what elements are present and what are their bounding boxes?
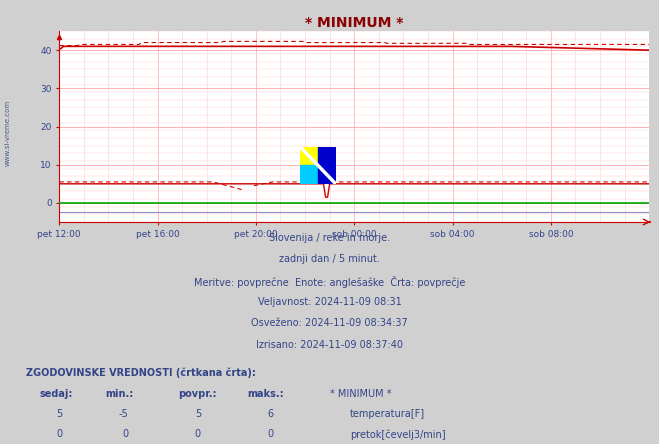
Bar (300, 166, 318, 184)
Text: Meritve: povprečne  Enote: anglešaške  Črta: povprečje: Meritve: povprečne Enote: anglešaške Črt… (194, 276, 465, 288)
Text: ZGODOVINSKE VREDNOSTI (črtkana črta):: ZGODOVINSKE VREDNOSTI (črtkana črta): (26, 368, 256, 378)
Text: www.si-vreme.com: www.si-vreme.com (5, 100, 11, 166)
Text: -5: -5 (119, 409, 129, 419)
Text: zadnji dan / 5 minut.: zadnji dan / 5 minut. (279, 254, 380, 265)
Text: maks.:: maks.: (247, 389, 284, 399)
Text: sedaj:: sedaj: (40, 389, 73, 399)
Text: povpr.:: povpr.: (178, 389, 216, 399)
Bar (318, 147, 336, 184)
Text: 0: 0 (195, 429, 201, 440)
Text: min.:: min.: (105, 389, 134, 399)
Text: Slovenija / reke in morje.: Slovenija / reke in morje. (269, 233, 390, 243)
Text: pretok[čevelj3/min]: pretok[čevelj3/min] (350, 429, 445, 440)
Text: 5: 5 (195, 409, 201, 419)
Text: 6: 6 (268, 409, 273, 419)
Text: 0: 0 (123, 429, 129, 440)
Text: Veljavnost: 2024-11-09 08:31: Veljavnost: 2024-11-09 08:31 (258, 297, 401, 307)
Text: Izrisano: 2024-11-09 08:37:40: Izrisano: 2024-11-09 08:37:40 (256, 340, 403, 350)
Text: 5: 5 (57, 409, 63, 419)
Text: Osveženo: 2024-11-09 08:34:37: Osveženo: 2024-11-09 08:34:37 (251, 318, 408, 329)
Text: 0: 0 (268, 429, 273, 440)
Bar (300, 147, 318, 166)
Title: * MINIMUM *: * MINIMUM * (305, 16, 403, 30)
Text: 0: 0 (57, 429, 63, 440)
Text: * MINIMUM *: * MINIMUM * (330, 389, 391, 399)
Text: temperatura[F]: temperatura[F] (350, 409, 425, 419)
